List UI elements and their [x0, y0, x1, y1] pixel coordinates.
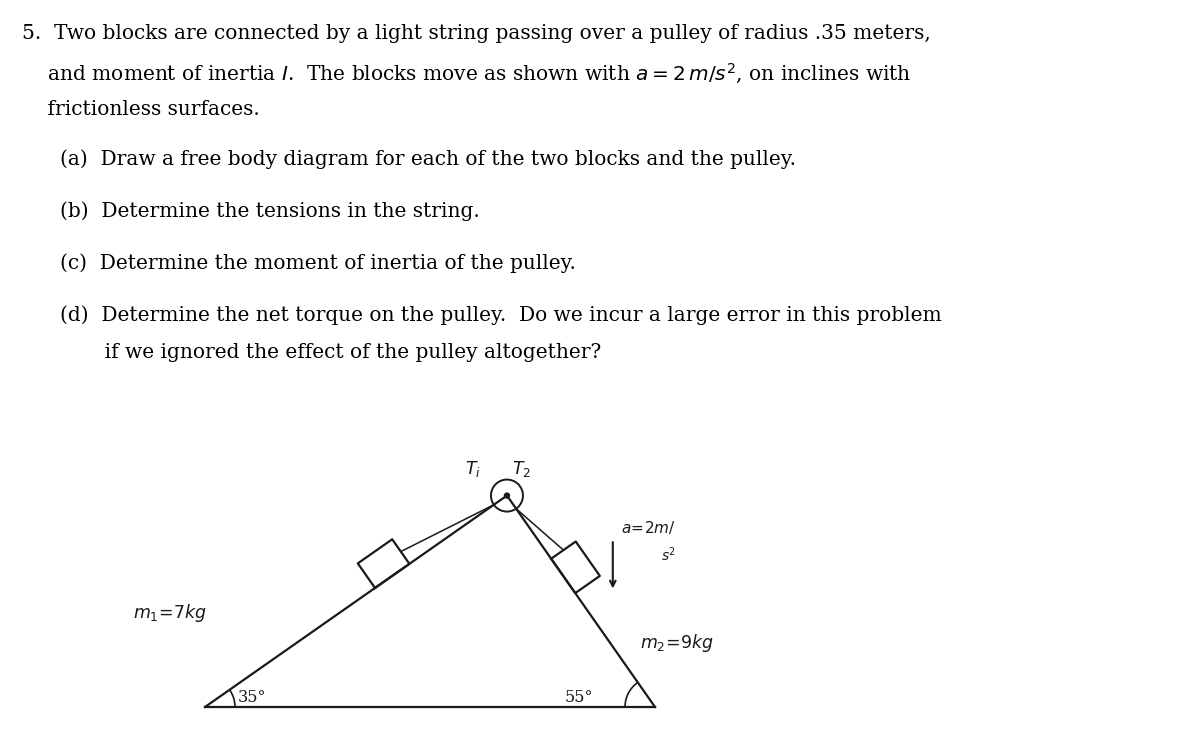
Text: $s^2$: $s^2$ [661, 546, 676, 564]
Text: 5.  Two blocks are connected by a light string passing over a pulley of radius .: 5. Two blocks are connected by a light s… [22, 24, 931, 43]
Text: (c)  Determine the moment of inertia of the pulley.: (c) Determine the moment of inertia of t… [60, 253, 576, 273]
Text: $T_i$: $T_i$ [464, 459, 481, 478]
Text: $a\!=\!2m/$: $a\!=\!2m/$ [620, 519, 676, 537]
Text: 35°: 35° [238, 689, 266, 706]
Text: frictionless surfaces.: frictionless surfaces. [22, 100, 259, 119]
Text: (b)  Determine the tensions in the string.: (b) Determine the tensions in the string… [60, 201, 480, 221]
Text: $T_2$: $T_2$ [512, 459, 532, 478]
Text: $m_1\!=\!7kg$: $m_1\!=\!7kg$ [133, 602, 208, 624]
Text: $m_2\!=\!9kg$: $m_2\!=\!9kg$ [640, 632, 714, 654]
Text: if we ignored the effect of the pulley altogether?: if we ignored the effect of the pulley a… [60, 343, 601, 362]
Text: (a)  Draw a free body diagram for each of the two blocks and the pulley.: (a) Draw a free body diagram for each of… [60, 149, 796, 168]
Circle shape [504, 493, 510, 498]
Text: (d)  Determine the net torque on the pulley.  Do we incur a large error in this : (d) Determine the net torque on the pull… [60, 305, 942, 324]
Text: and moment of inertia $I$.  The blocks move as shown with $a = 2\,m/s^2$, on inc: and moment of inertia $I$. The blocks mo… [22, 62, 912, 86]
Text: 55°: 55° [565, 689, 594, 706]
